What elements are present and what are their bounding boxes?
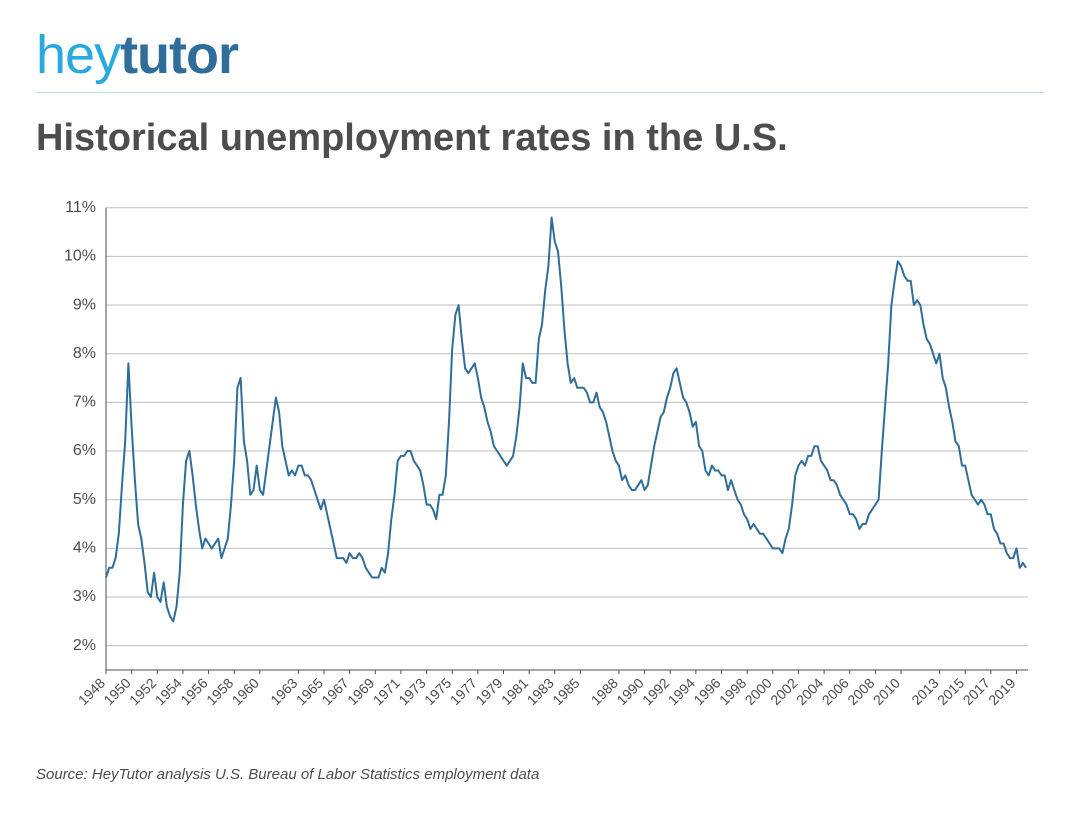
svg-text:1952: 1952 xyxy=(126,675,159,708)
svg-text:1954: 1954 xyxy=(152,675,185,708)
logo: heytutor xyxy=(36,28,1044,82)
svg-text:1969: 1969 xyxy=(344,675,377,708)
svg-text:7%: 7% xyxy=(73,394,96,411)
header-rule xyxy=(36,92,1044,93)
logo-part-hey: hey xyxy=(36,25,120,85)
svg-text:1979: 1979 xyxy=(472,675,505,708)
svg-text:1956: 1956 xyxy=(177,675,210,708)
svg-text:1967: 1967 xyxy=(318,675,351,708)
svg-text:1963: 1963 xyxy=(267,675,300,708)
svg-text:2013: 2013 xyxy=(908,675,941,708)
svg-text:1977: 1977 xyxy=(447,675,480,708)
svg-text:2017: 2017 xyxy=(960,675,993,708)
svg-text:2002: 2002 xyxy=(767,675,800,708)
svg-text:1981: 1981 xyxy=(498,675,531,708)
svg-text:2015: 2015 xyxy=(934,675,967,708)
svg-text:1988: 1988 xyxy=(588,675,621,708)
svg-text:6%: 6% xyxy=(73,442,96,459)
svg-text:1992: 1992 xyxy=(639,675,672,708)
svg-text:8%: 8% xyxy=(73,345,96,362)
svg-text:1998: 1998 xyxy=(716,675,749,708)
svg-text:1950: 1950 xyxy=(100,675,133,708)
svg-text:1958: 1958 xyxy=(203,675,236,708)
logo-part-tutor: tutor xyxy=(120,25,238,85)
svg-text:2006: 2006 xyxy=(819,675,852,708)
svg-text:11%: 11% xyxy=(65,199,96,216)
svg-text:2004: 2004 xyxy=(793,675,826,708)
svg-text:9%: 9% xyxy=(73,296,96,313)
svg-text:2010: 2010 xyxy=(870,675,903,708)
chart-area: 2%3%4%5%6%7%8%9%10%11%194819501952195419… xyxy=(36,190,1036,750)
svg-text:1975: 1975 xyxy=(421,675,454,708)
svg-text:1965: 1965 xyxy=(293,675,326,708)
svg-text:1971: 1971 xyxy=(370,675,403,708)
svg-text:1994: 1994 xyxy=(665,675,698,708)
svg-text:2019: 2019 xyxy=(985,675,1018,708)
svg-text:5%: 5% xyxy=(73,491,96,508)
svg-text:1983: 1983 xyxy=(524,675,557,708)
svg-text:3%: 3% xyxy=(73,588,96,605)
svg-text:10%: 10% xyxy=(64,248,96,265)
svg-text:2008: 2008 xyxy=(844,675,877,708)
svg-text:1973: 1973 xyxy=(395,675,428,708)
svg-text:1948: 1948 xyxy=(75,675,108,708)
svg-text:1960: 1960 xyxy=(229,675,262,708)
chart-title: Historical unemployment rates in the U.S… xyxy=(36,117,1044,160)
svg-text:1990: 1990 xyxy=(613,675,646,708)
svg-text:2000: 2000 xyxy=(742,675,775,708)
svg-text:4%: 4% xyxy=(73,540,96,557)
series-unemployment_rate xyxy=(106,218,1026,622)
svg-text:2%: 2% xyxy=(73,637,96,654)
source-caption: Source: HeyTutor analysis U.S. Bureau of… xyxy=(36,766,1044,783)
line-chart: 2%3%4%5%6%7%8%9%10%11%194819501952195419… xyxy=(36,190,1036,750)
svg-text:1996: 1996 xyxy=(690,675,723,708)
svg-text:1985: 1985 xyxy=(549,675,582,708)
